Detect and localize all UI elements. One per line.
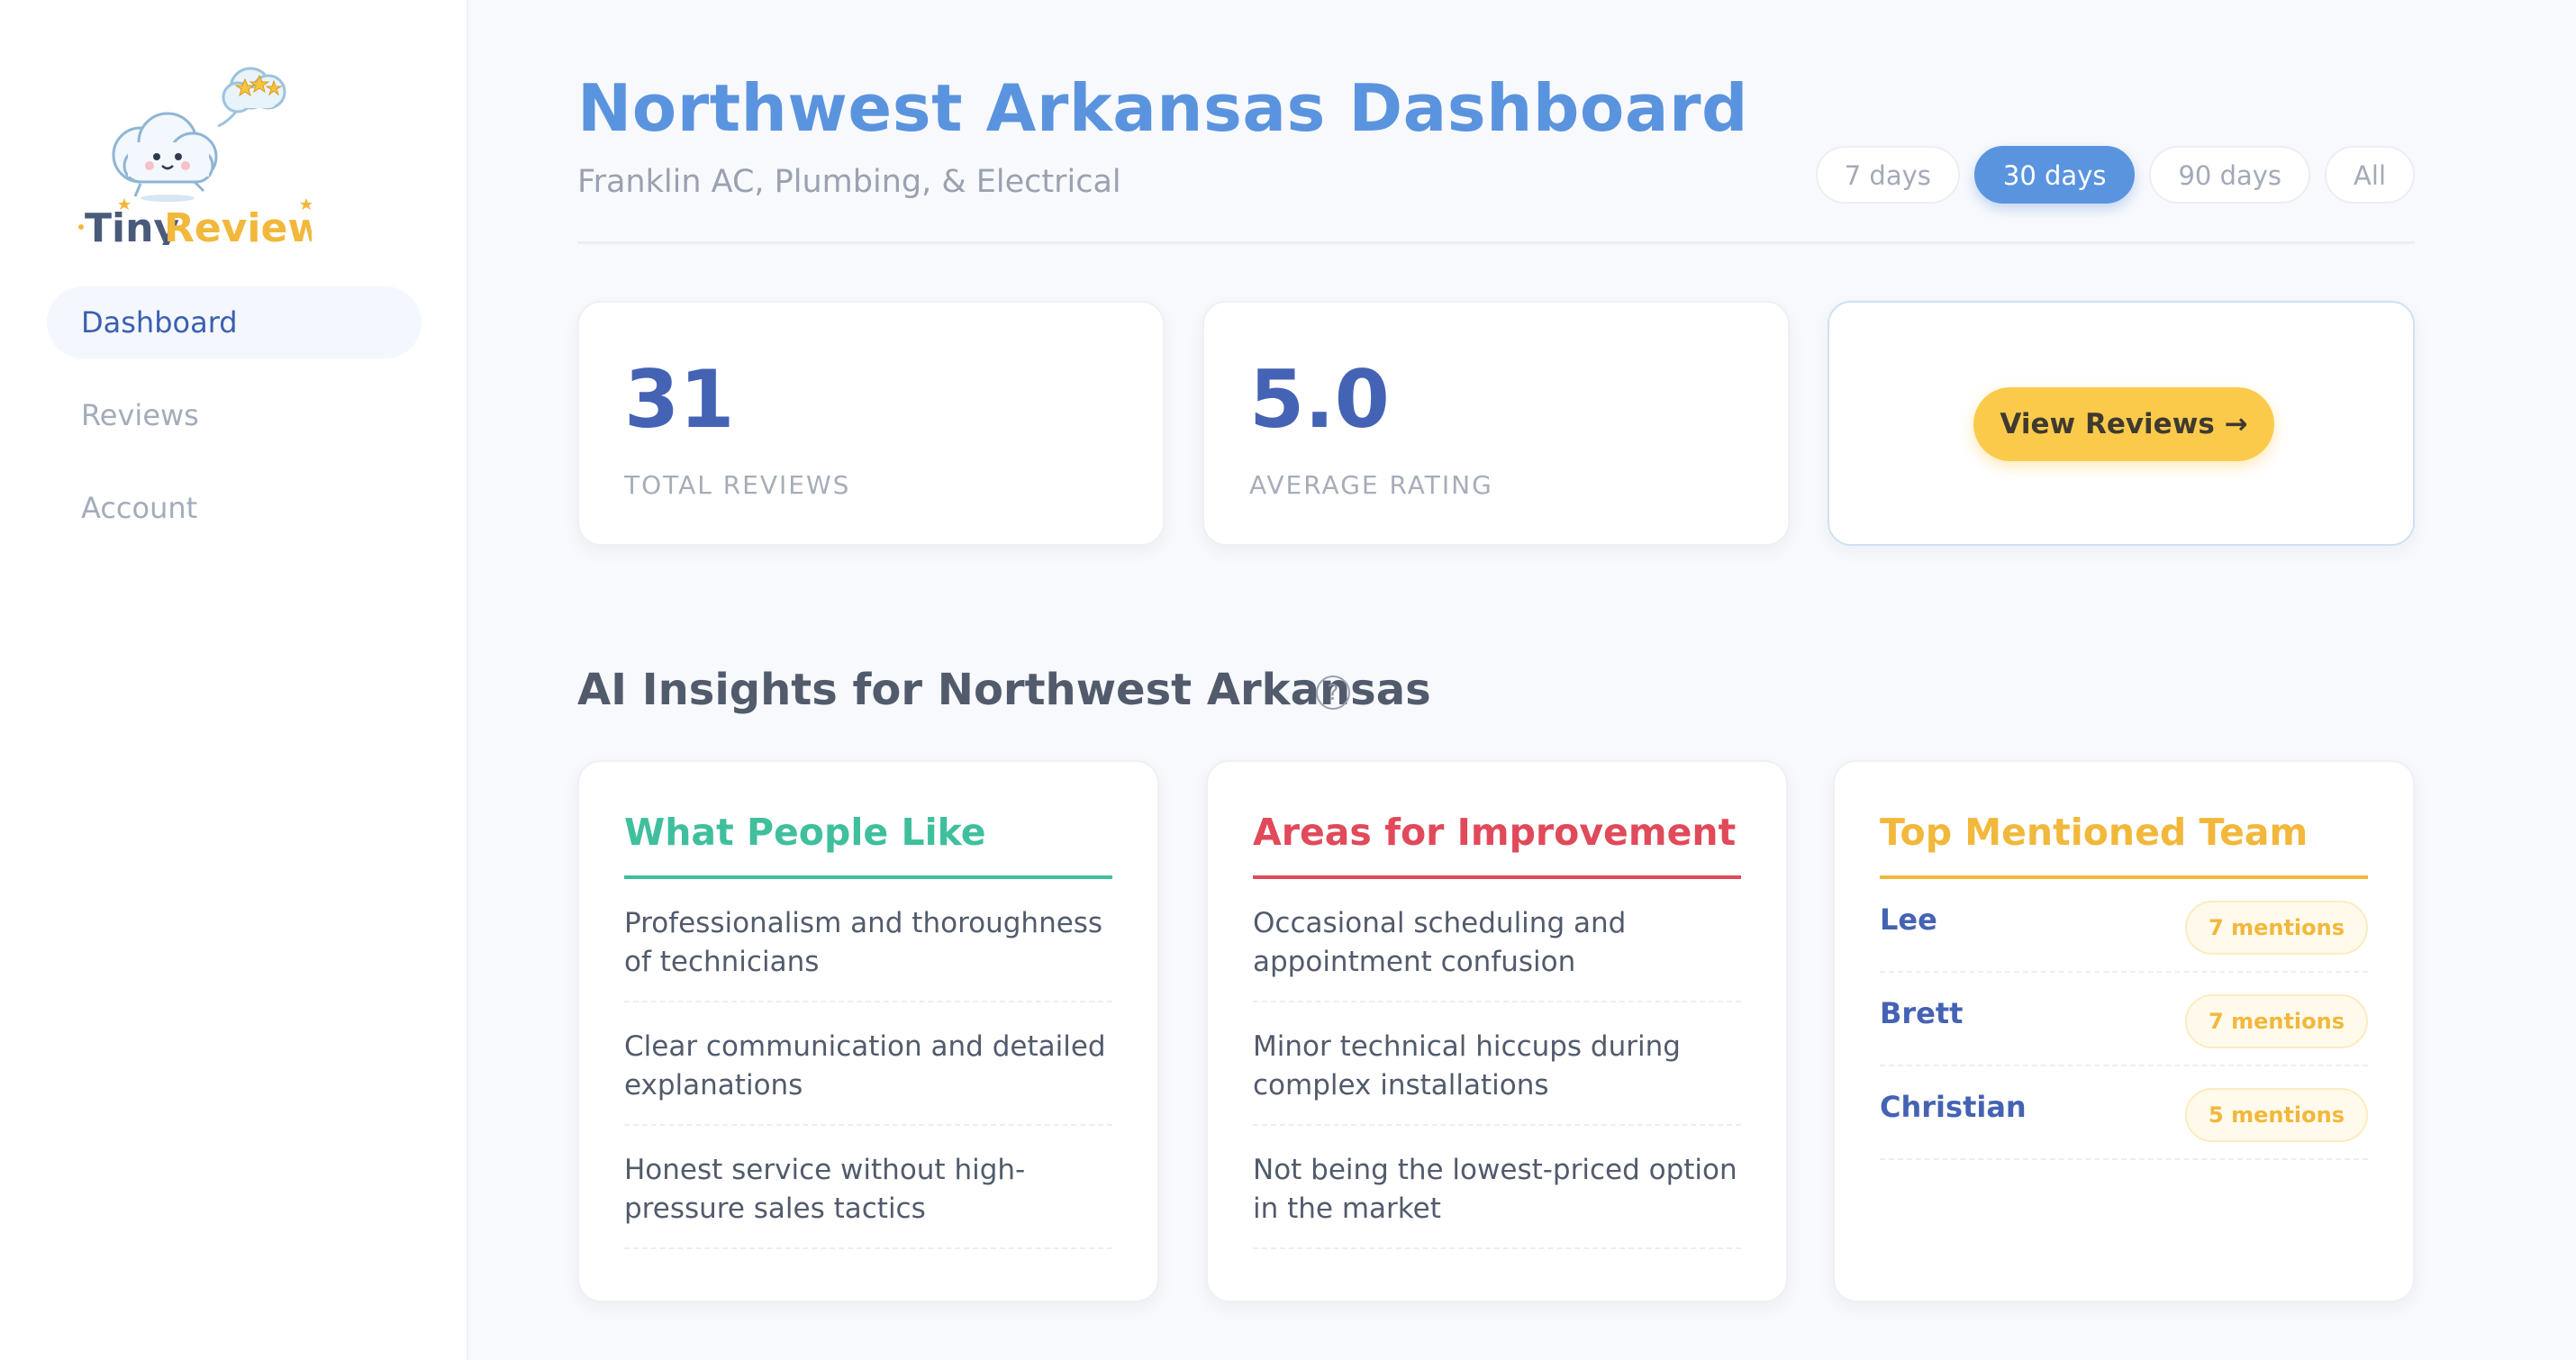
sidebar-item-account[interactable]: Account: [81, 491, 198, 525]
view-reviews-button[interactable]: View Reviews →: [1973, 387, 2274, 461]
header-divider: [577, 241, 2415, 244]
likes-list: Professionalism and thoroughness of tech…: [624, 879, 1112, 1249]
total-reviews-value: 31: [624, 353, 735, 446]
areas-for-improvement-title: Areas for Improvement: [1253, 811, 1741, 879]
areas-for-improvement-card: Areas for Improvement Occasional schedul…: [1206, 760, 1788, 1302]
svg-text:Tiny: Tiny: [85, 205, 179, 245]
range-90-days-button[interactable]: 90 days: [2149, 146, 2311, 204]
list-item: Professionalism and thoroughness of tech…: [624, 879, 1112, 1002]
list-item: Minor technical hiccups during complex i…: [1253, 1002, 1741, 1126]
tinyreviews-logo[interactable]: Tiny Reviews: [77, 56, 348, 251]
top-mentioned-team-card: Top Mentioned Team Lee 7 mentions Brett …: [1833, 760, 2415, 1302]
sidebar-nav: Dashboard Reviews Account: [47, 286, 422, 565]
view-reviews-card: View Reviews →: [1828, 301, 2415, 546]
sidebar-item-reviews[interactable]: Reviews: [81, 398, 199, 432]
list-item: Occasional scheduling and appointment co…: [1253, 879, 1741, 1002]
what-people-like-title: What People Like: [624, 811, 1112, 879]
team-row: Brett 7 mentions: [1880, 973, 2368, 1066]
team-row: Lee 7 mentions: [1880, 879, 2368, 973]
page-subtitle: Franklin AC, Plumbing, & Electrical: [577, 164, 1121, 200]
average-rating-label: AVERAGE RATING: [1249, 470, 1493, 500]
svg-text:Reviews: Reviews: [164, 205, 312, 245]
range-7-days-button[interactable]: 7 days: [1815, 146, 1960, 204]
mentions-badge: 7 mentions: [2185, 901, 2368, 955]
average-rating-value: 5.0: [1249, 353, 1390, 446]
range-30-days-button[interactable]: 30 days: [1973, 146, 2136, 204]
improvements-list: Occasional scheduling and appointment co…: [1253, 879, 1741, 1249]
team-row: Christian 5 mentions: [1880, 1066, 2368, 1160]
date-range-selector: 7 days 30 days 90 days All: [1815, 146, 2415, 204]
mentions-badge: 5 mentions: [2185, 1088, 2368, 1142]
what-people-like-card: What People Like Professionalism and tho…: [577, 760, 1159, 1302]
top-mentioned-team-title: Top Mentioned Team: [1880, 811, 2368, 879]
mentions-badge: 7 mentions: [2185, 994, 2368, 1048]
sidebar: Tiny Reviews Dashboard Reviews Account: [0, 0, 468, 1360]
list-item: Clear communication and detailed explana…: [624, 1002, 1112, 1126]
team-member-name: Lee: [1880, 902, 1937, 937]
total-reviews-card: 31 TOTAL REVIEWS: [577, 301, 1165, 546]
list-item: Not being the lowest-priced option in th…: [1253, 1126, 1741, 1249]
range-all-button[interactable]: All: [2325, 146, 2415, 204]
question-circle-icon[interactable]: ?: [1316, 675, 1350, 710]
team-member-name: Brett: [1880, 996, 1964, 1030]
page-title: Northwest Arkansas Dashboard: [577, 70, 1749, 146]
team-member-name: Christian: [1880, 1090, 2027, 1124]
ai-insights-title: AI Insights for Northwest Arkansas: [577, 665, 1431, 715]
list-item: Honest service without high-pressure sal…: [624, 1126, 1112, 1249]
sidebar-item-dashboard[interactable]: Dashboard: [47, 286, 422, 358]
total-reviews-label: TOTAL REVIEWS: [624, 470, 851, 500]
average-rating-card: 5.0 AVERAGE RATING: [1202, 301, 1790, 546]
cloud-mascot-icon: Tiny Reviews: [78, 67, 348, 251]
